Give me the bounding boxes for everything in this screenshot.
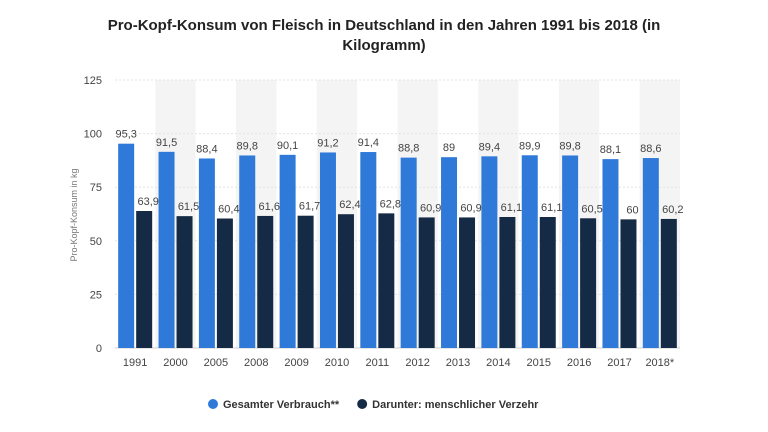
x-tick-label: 2018*: [645, 357, 674, 369]
value-label: 60,9: [460, 202, 481, 214]
value-label: 88,1: [600, 144, 621, 156]
y-tick-label: 75: [90, 182, 102, 194]
legend-label: Darunter: menschlicher Verzehr: [372, 399, 539, 411]
value-label: 60,2: [662, 204, 683, 216]
legend-label: Gesamter Verbrauch**: [223, 399, 340, 411]
chart-title-line-1: Pro-Kopf-Konsum von Fleisch in Deutschla…: [108, 17, 661, 34]
bar-menschlicher-verzehr: [257, 215, 274, 348]
x-tick-label: 2012: [405, 357, 429, 369]
y-tick-label: 0: [96, 343, 102, 355]
value-label: 89,8: [559, 140, 580, 152]
value-label: 89,8: [237, 140, 258, 152]
bar-menschlicher-verzehr: [620, 219, 637, 348]
legend-marker: [357, 399, 368, 409]
y-tick-label: 50: [90, 236, 102, 248]
value-label: 90,1: [277, 140, 298, 152]
value-label: 88,8: [398, 143, 419, 155]
bar-menschlicher-verzehr: [176, 216, 193, 348]
bar-menschlicher-verzehr: [459, 217, 476, 348]
value-label: 88,4: [196, 143, 217, 155]
bar-gesamter-verbrauch: [198, 158, 215, 348]
x-tick-label: 2005: [204, 357, 228, 369]
bar-gesamter-verbrauch: [602, 159, 619, 348]
value-label: 60,9: [420, 202, 441, 214]
x-tick-label: 2000: [163, 357, 187, 369]
x-tick-label: 2009: [284, 357, 308, 369]
bar-gesamter-verbrauch: [441, 157, 458, 348]
y-tick-label: 25: [90, 289, 102, 301]
x-tick-label: 2014: [486, 357, 510, 369]
bar-gesamter-verbrauch: [319, 152, 336, 348]
value-labels: 95,3 63,9 91,5 61,5 88,4 60,4 89,8 61,6 90,1 61,7…: [115, 129, 683, 217]
value-label: 88,6: [640, 143, 661, 155]
value-label: 60,5: [581, 203, 602, 215]
bar-menschlicher-verzehr: [216, 218, 233, 348]
y-axis-label: Pro-Kopf-Konsum in kg: [69, 168, 79, 261]
value-label: 61,5: [178, 201, 199, 213]
bar-menschlicher-verzehr: [418, 217, 435, 348]
bar-menschlicher-verzehr: [136, 210, 153, 348]
value-label: 91,5: [156, 137, 177, 149]
bar-gesamter-verbrauch: [279, 154, 296, 348]
chart-title-line-2: Kilogramm): [342, 37, 425, 54]
value-label: 89,9: [519, 140, 540, 152]
bar-gesamter-verbrauch: [158, 151, 175, 348]
value-label: 63,9: [137, 196, 158, 208]
legend: Gesamter Verbrauch** Darunter: menschlich…: [208, 399, 539, 411]
bar-menschlicher-verzehr: [580, 218, 597, 348]
bar-menschlicher-verzehr: [297, 215, 314, 348]
bar-gesamter-verbrauch: [118, 143, 135, 348]
value-label: 89,4: [479, 141, 500, 153]
value-label: 62,4: [339, 199, 360, 211]
value-label: 60: [626, 204, 638, 216]
bar-gesamter-verbrauch: [562, 155, 579, 348]
x-tick-label: 2015: [527, 357, 551, 369]
value-label: 89: [443, 142, 455, 154]
bar-menschlicher-verzehr: [337, 214, 354, 348]
bar-menschlicher-verzehr: [539, 217, 556, 348]
x-tick-label: 2017: [607, 357, 631, 369]
value-label: 61,6: [259, 201, 280, 213]
x-tick-label: 2016: [567, 357, 591, 369]
value-label: 62,8: [380, 198, 401, 210]
value-label: 61,1: [501, 202, 522, 214]
y-axis-ticks: 0 25 50 75 100 125: [84, 75, 102, 355]
bar-gesamter-verbrauch: [360, 152, 377, 348]
bars: [118, 143, 677, 348]
bar-menschlicher-verzehr: [660, 218, 677, 348]
bar-gesamter-verbrauch: [400, 157, 417, 348]
bar-gesamter-verbrauch: [481, 156, 498, 348]
y-tick-label: 100: [84, 129, 102, 141]
x-tick-label: 2008: [244, 357, 268, 369]
x-tick-label: 2013: [446, 357, 470, 369]
legend-marker: [208, 399, 218, 409]
bar-menschlicher-verzehr: [378, 213, 395, 348]
value-label: 61,1: [541, 202, 562, 214]
value-label: 91,2: [317, 137, 338, 149]
x-axis-ticks: 1991 2000 2005 2008 2009 2010 2011 2012 2013 2014…: [123, 357, 675, 369]
bar-gesamter-verbrauch: [239, 155, 256, 348]
bar-gesamter-verbrauch: [521, 155, 538, 348]
value-label: 61,7: [299, 201, 320, 213]
x-tick-label: 2010: [325, 357, 349, 369]
x-tick-label: 2011: [365, 357, 389, 369]
y-tick-label: 125: [84, 75, 102, 87]
value-label: 60,4: [218, 204, 239, 216]
bar-menschlicher-verzehr: [499, 217, 516, 348]
value-label: 91,4: [358, 137, 379, 149]
x-tick-label: 1991: [123, 357, 147, 369]
bar-gesamter-verbrauch: [642, 158, 659, 348]
value-label: 95,3: [115, 129, 136, 141]
